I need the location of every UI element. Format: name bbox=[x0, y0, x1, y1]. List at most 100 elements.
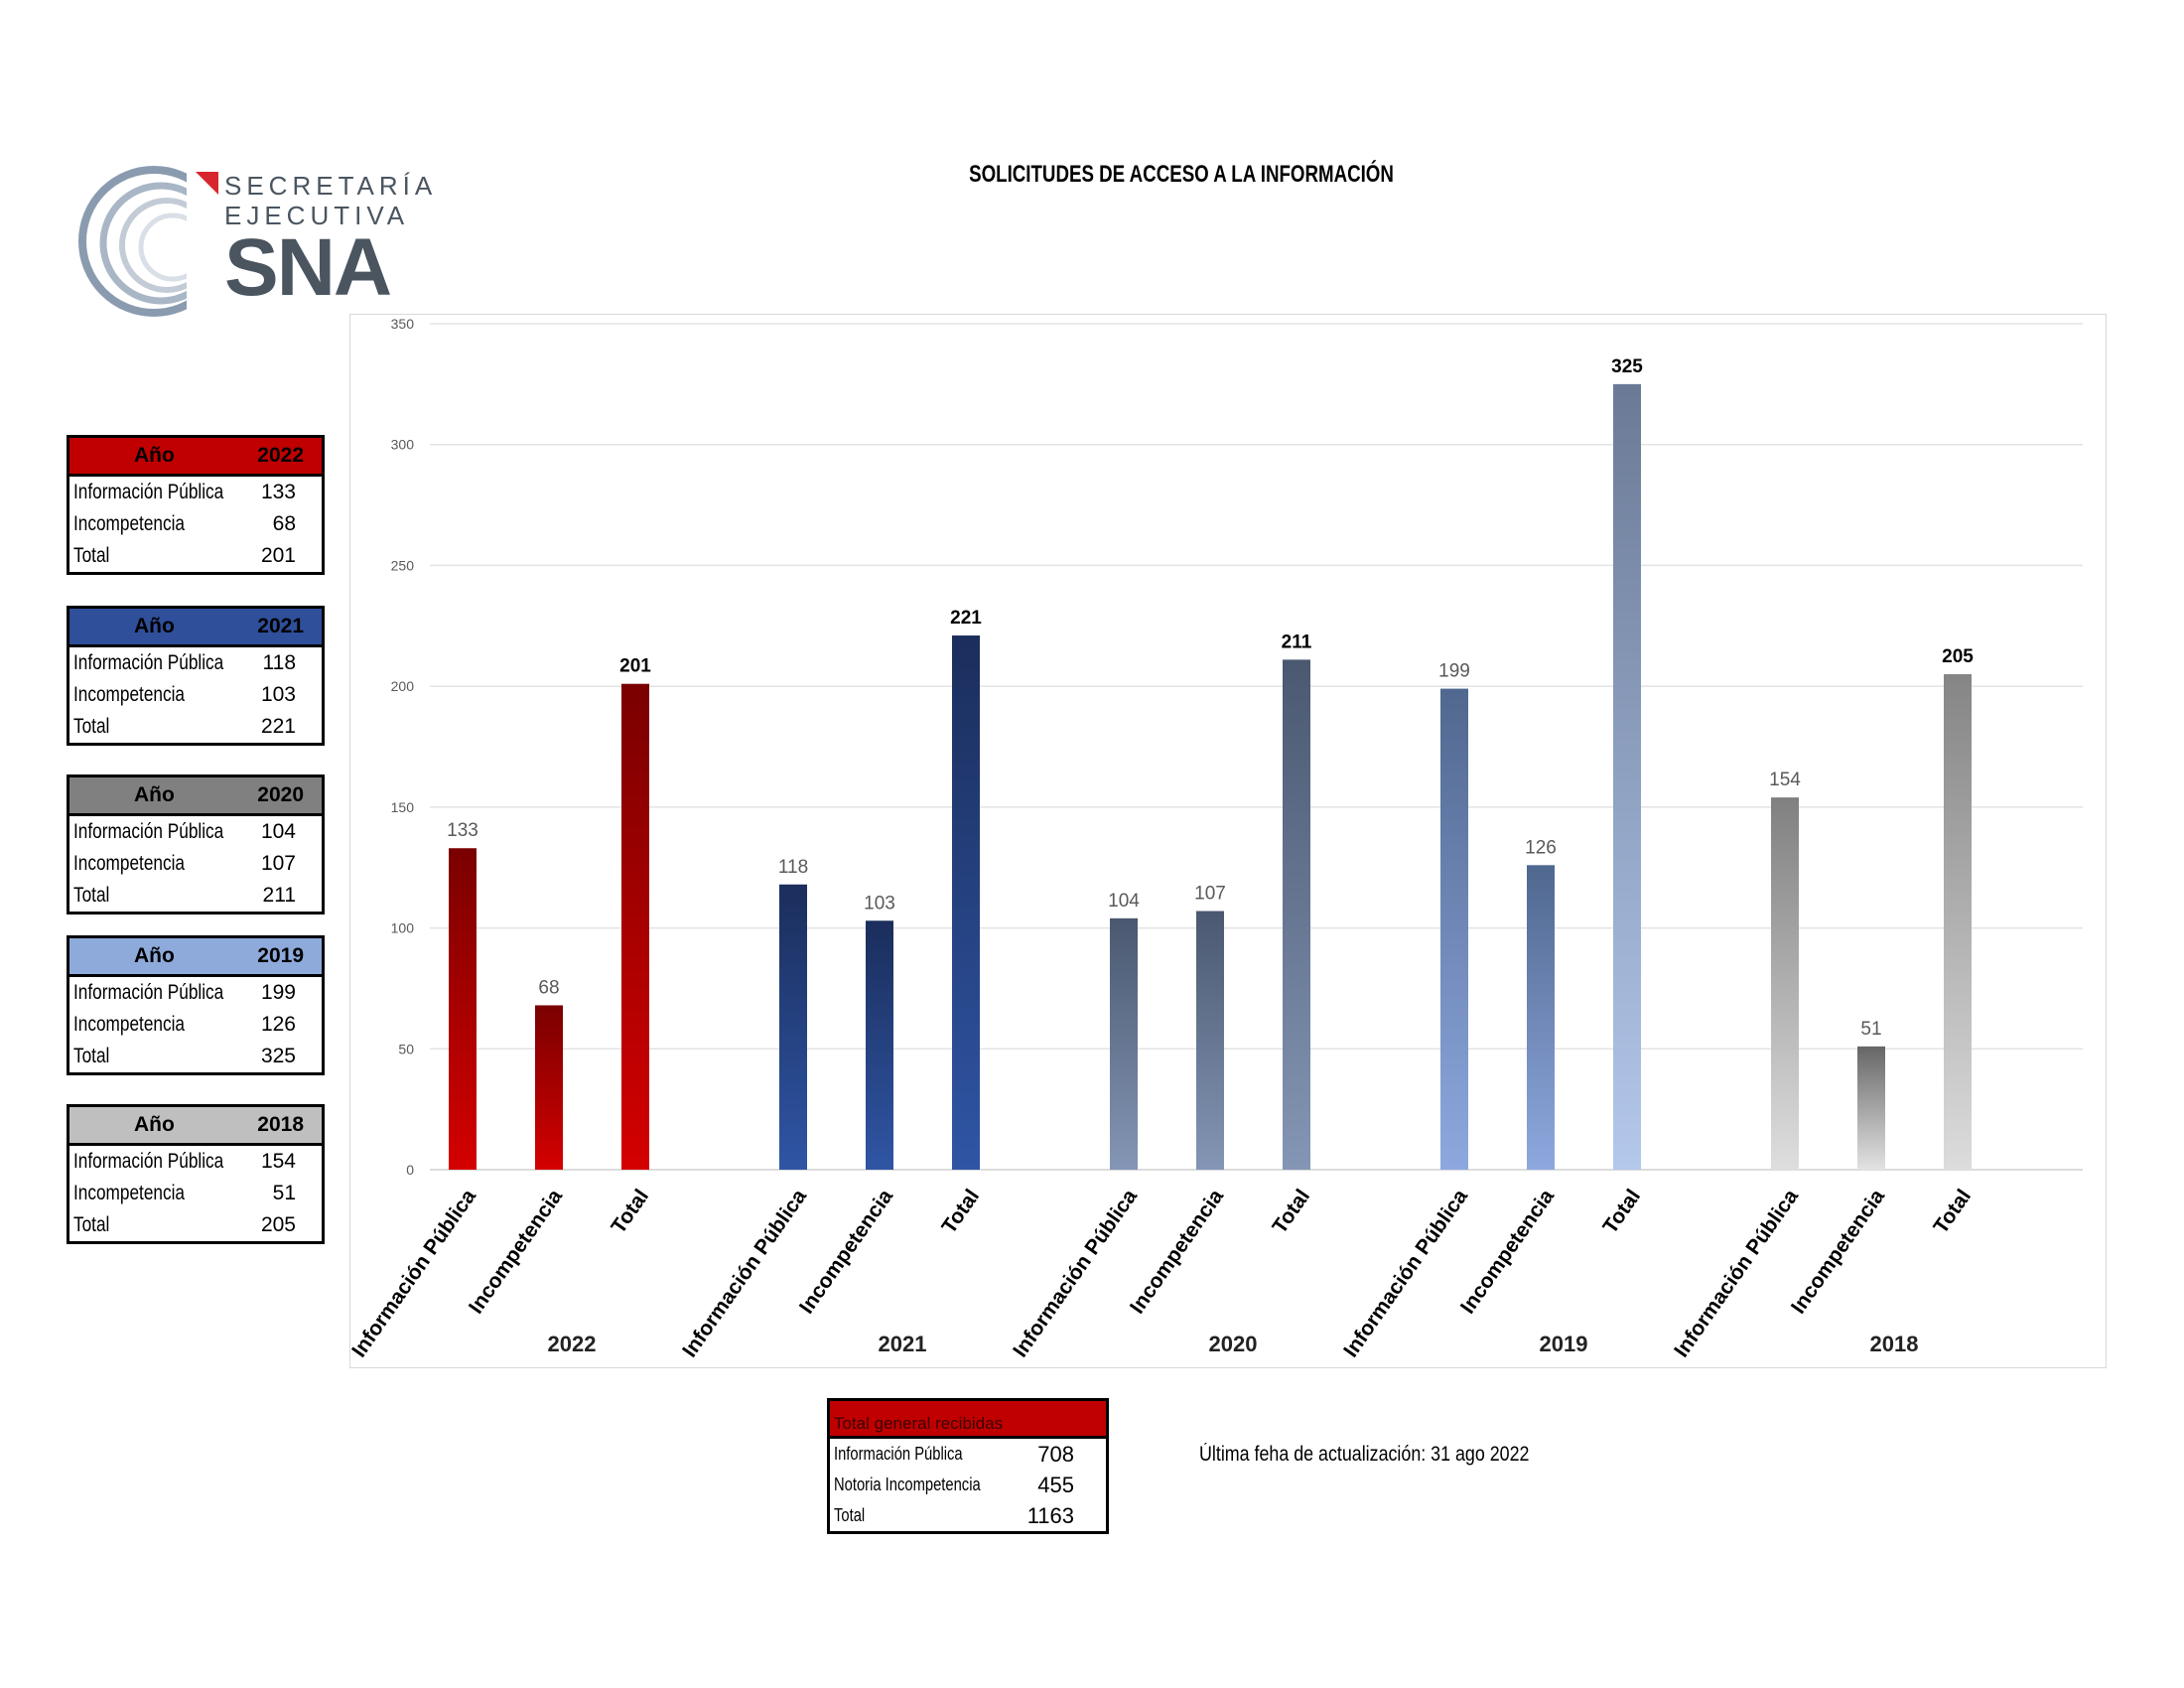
year-header-value: 2018 bbox=[257, 1113, 304, 1136]
row-value: 68 bbox=[272, 512, 296, 535]
row-label: Información Pública bbox=[73, 481, 224, 503]
category-label: Incompetencia bbox=[1787, 1185, 1889, 1318]
year-header-value: 2021 bbox=[257, 615, 304, 637]
category-label: Incompetencia bbox=[465, 1185, 567, 1318]
row-label: Incompetencia bbox=[73, 852, 186, 875]
row-label: Incompetencia bbox=[73, 512, 186, 535]
table-row: Total 201 bbox=[69, 540, 322, 572]
row-label: Información Pública bbox=[73, 981, 224, 1004]
row-label: Total bbox=[73, 715, 110, 738]
logo-line-2: EJECUTIVA bbox=[224, 201, 410, 230]
row-value: 708 bbox=[1037, 1441, 1074, 1467]
row-value: 104 bbox=[260, 820, 296, 843]
table-row: Total 205 bbox=[69, 1209, 322, 1241]
data-label: 104 bbox=[1108, 891, 1140, 912]
table-row: Incompetencia 107 bbox=[69, 848, 322, 880]
row-value: 51 bbox=[272, 1182, 296, 1204]
year-group-label: 2019 bbox=[1540, 1332, 1588, 1356]
table-row: Incompetencia 103 bbox=[69, 679, 322, 711]
year-table-header: Año 2021 bbox=[69, 609, 322, 647]
bar bbox=[1110, 917, 1138, 1170]
y-tick-label: 350 bbox=[391, 316, 415, 332]
table-row: Total 325 bbox=[69, 1041, 322, 1072]
category-label: Total bbox=[607, 1186, 653, 1238]
row-label: Información Pública bbox=[73, 820, 224, 843]
chart-grid bbox=[430, 323, 2083, 1171]
row-label: Información Pública bbox=[834, 1444, 963, 1464]
row-label: Total bbox=[73, 884, 110, 907]
update-note: Última feha de actualización: 31 ago 202… bbox=[1199, 1443, 1530, 1466]
category-label: Incompetencia bbox=[1126, 1185, 1228, 1318]
bar-chart: 0 50 100 150 200 250 300 350 133 Información Públ… bbox=[350, 316, 2083, 1361]
y-tick-label: 100 bbox=[391, 920, 415, 936]
data-label: 118 bbox=[778, 857, 808, 878]
bar bbox=[1196, 911, 1224, 1170]
year-header-value: 2020 bbox=[257, 783, 304, 806]
row-value: 118 bbox=[262, 651, 296, 674]
y-tick-label: 0 bbox=[406, 1162, 414, 1178]
table-row: Información Pública 708 bbox=[830, 1439, 1106, 1470]
logo-text: SECRETARÍA EJECUTIVA SNA bbox=[224, 171, 437, 310]
table-row: Incompetencia 51 bbox=[69, 1178, 322, 1209]
row-label: Notoria Incompetencia bbox=[834, 1475, 981, 1494]
table-row: Notoria Incompetencia 455 bbox=[830, 1470, 1106, 1500]
data-label: 107 bbox=[1194, 884, 1226, 905]
row-label: Incompetencia bbox=[73, 1013, 186, 1036]
table-row: Información Pública 154 bbox=[69, 1146, 322, 1178]
year-table-2022: Año 2022 Información Pública 133 Incompet… bbox=[67, 435, 325, 575]
year-group-label: 2018 bbox=[1870, 1332, 1919, 1356]
row-value: 199 bbox=[260, 981, 296, 1004]
logo-red-triangle-icon bbox=[196, 172, 218, 195]
y-tick-label: 300 bbox=[391, 437, 415, 453]
category-label: Total bbox=[937, 1186, 984, 1238]
bar bbox=[449, 848, 477, 1170]
table-row: Incompetencia 126 bbox=[69, 1009, 322, 1041]
table-row: Información Pública 118 bbox=[69, 647, 322, 679]
y-tick-label: 150 bbox=[391, 799, 415, 815]
data-label: 154 bbox=[1769, 770, 1801, 790]
row-label: Incompetencia bbox=[73, 1182, 186, 1204]
bar bbox=[535, 1005, 563, 1170]
data-label: 201 bbox=[619, 656, 651, 677]
row-value: 1163 bbox=[1026, 1502, 1074, 1528]
year-header-label: Año bbox=[134, 944, 175, 967]
year-header-label: Año bbox=[134, 444, 175, 467]
bar bbox=[1613, 383, 1641, 1170]
table-row: Total 221 bbox=[69, 711, 322, 743]
row-value: 154 bbox=[260, 1150, 296, 1173]
summary-header: Total general recibidas bbox=[830, 1401, 1106, 1439]
category-label: Total bbox=[1929, 1186, 1976, 1238]
row-value: 221 bbox=[260, 715, 296, 738]
table-row: Incompetencia 68 bbox=[69, 508, 322, 540]
category-label: Información Pública bbox=[350, 1185, 480, 1361]
row-label: Total bbox=[834, 1505, 866, 1525]
bar bbox=[1283, 659, 1310, 1170]
category-label: Total bbox=[1598, 1186, 1645, 1238]
bar bbox=[952, 635, 980, 1170]
year-header-value: 2019 bbox=[257, 944, 304, 967]
data-label: 221 bbox=[950, 608, 982, 629]
year-group-label: 2022 bbox=[548, 1332, 597, 1356]
y-tick-label: 200 bbox=[391, 678, 415, 694]
logo-line-3: SNA bbox=[224, 222, 392, 313]
bar bbox=[1527, 865, 1555, 1170]
row-value: 325 bbox=[260, 1045, 296, 1067]
bar bbox=[1857, 1046, 1885, 1170]
category-label: Información Pública bbox=[678, 1185, 811, 1361]
bar bbox=[1440, 688, 1468, 1170]
year-header-label: Año bbox=[134, 615, 175, 637]
year-header-value: 2022 bbox=[257, 444, 304, 467]
row-label: Incompetencia bbox=[73, 683, 186, 706]
table-row: Información Pública 199 bbox=[69, 977, 322, 1009]
chart-labels: 0 50 100 150 200 250 300 350 133 Información Públ… bbox=[350, 316, 1976, 1361]
data-label: 103 bbox=[864, 893, 895, 914]
year-table-2019: Año 2019 Información Pública 199 Incompet… bbox=[67, 935, 325, 1075]
data-label: 211 bbox=[1282, 632, 1312, 652]
bar bbox=[1771, 797, 1799, 1170]
data-label: 126 bbox=[1525, 837, 1557, 858]
year-header-label: Año bbox=[134, 1113, 175, 1136]
sna-logo bbox=[78, 166, 256, 317]
logo-swirl-icon bbox=[78, 166, 256, 317]
year-group-label: 2020 bbox=[1209, 1332, 1258, 1356]
table-row: Información Pública 104 bbox=[69, 816, 322, 848]
